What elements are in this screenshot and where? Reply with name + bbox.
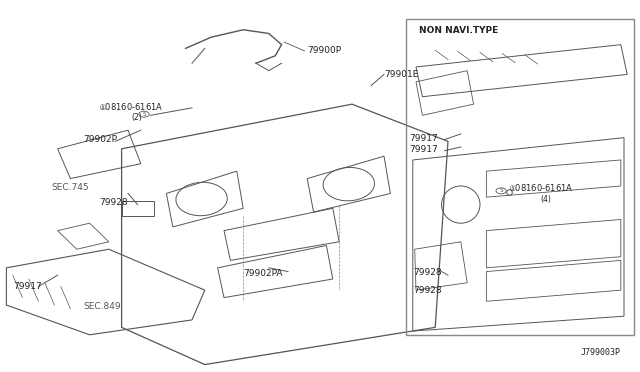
- Text: 79902P: 79902P: [83, 135, 117, 144]
- Text: 79928: 79928: [413, 268, 442, 277]
- Text: (2): (2): [131, 113, 142, 122]
- Text: 79928: 79928: [413, 286, 442, 295]
- Text: 79928: 79928: [99, 198, 128, 207]
- Text: S: S: [142, 112, 146, 117]
- Text: 79901E: 79901E: [384, 70, 419, 79]
- Text: $\circledS$08160-6161A: $\circledS$08160-6161A: [99, 100, 164, 112]
- Text: 79900P: 79900P: [307, 46, 341, 55]
- Text: S: S: [499, 188, 503, 193]
- Text: (4): (4): [541, 195, 552, 203]
- Text: SEC.849: SEC.849: [83, 302, 121, 311]
- Text: $\circledS$08160-6161A: $\circledS$08160-6161A: [509, 182, 573, 193]
- Text: 79917: 79917: [410, 145, 438, 154]
- Text: NON NAVI.TYPE: NON NAVI.TYPE: [419, 26, 499, 35]
- Text: 79917: 79917: [13, 282, 42, 291]
- Text: J799003P: J799003P: [581, 348, 621, 357]
- Text: 79902PA: 79902PA: [243, 269, 283, 278]
- Text: 79917: 79917: [410, 134, 438, 143]
- Text: SEC.745: SEC.745: [51, 183, 89, 192]
